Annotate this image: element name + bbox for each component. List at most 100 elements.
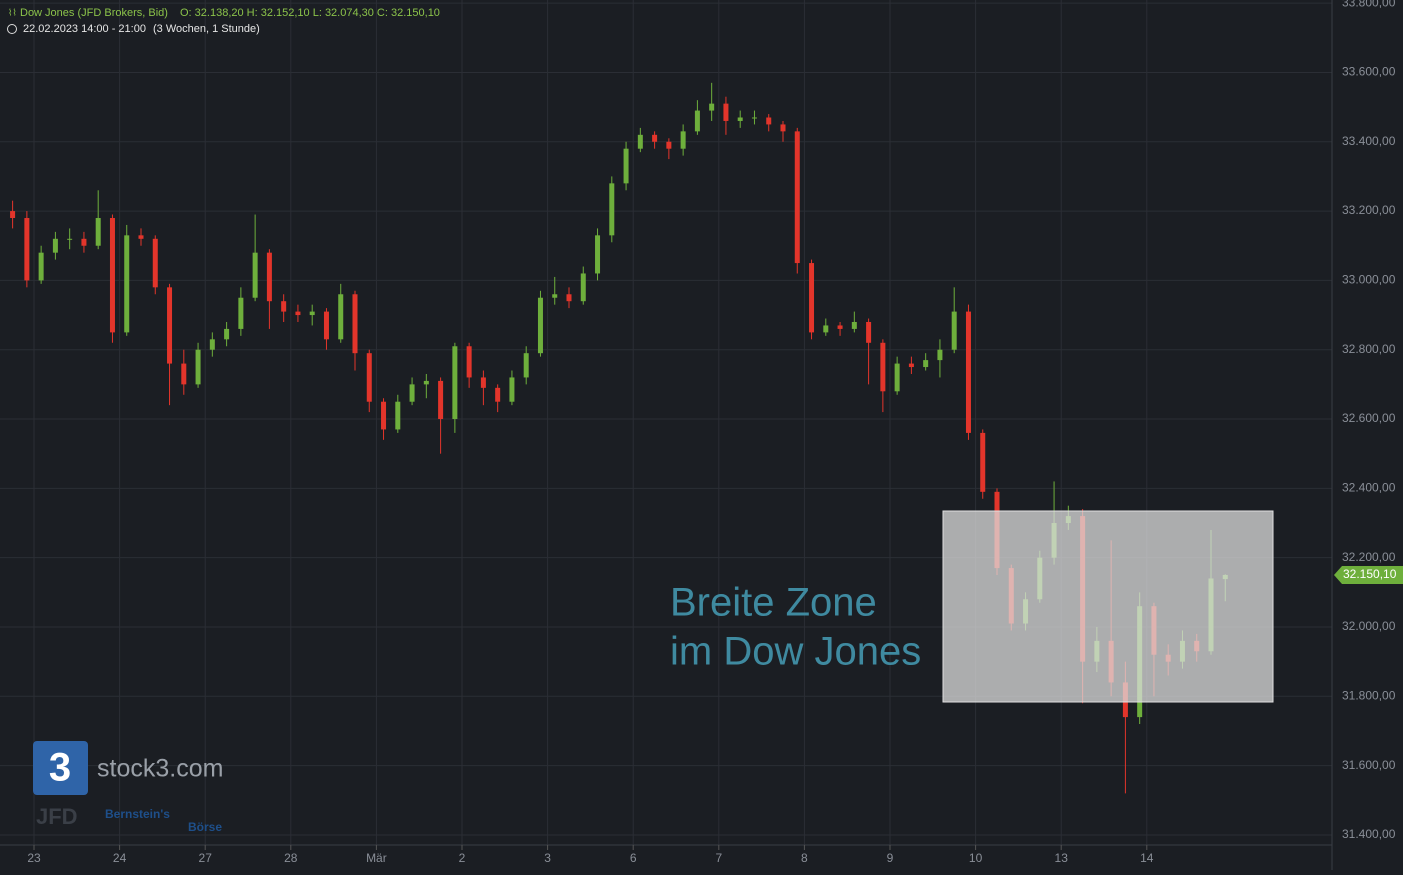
candle-body	[323, 311, 329, 340]
candle-body	[195, 349, 201, 385]
y-tick-label: 33.600,00	[1342, 65, 1396, 79]
x-tick-label: 10	[969, 851, 983, 865]
candle-body	[167, 287, 173, 364]
candle-body	[309, 311, 315, 316]
candle-body	[737, 117, 743, 121]
candle-body	[381, 401, 387, 430]
candle-body	[423, 380, 429, 385]
y-tick-label: 32.400,00	[1342, 481, 1396, 495]
candle-body	[580, 273, 586, 302]
candle-body	[495, 387, 501, 402]
candle-body	[637, 134, 643, 149]
candle-body	[95, 218, 101, 246]
candle-body	[452, 346, 458, 420]
axes: 31.400,00 31.600,00 31.800,00 32.000,00 32.2…	[27, 0, 1403, 865]
candle-body	[566, 294, 572, 302]
candle-body	[709, 103, 715, 111]
subtitle: 22.02.2023 14:00 - 21:00	[23, 23, 146, 35]
x-tick-label: 8	[801, 851, 808, 865]
candle-body	[138, 235, 144, 239]
candle-body	[823, 325, 829, 333]
grid	[0, 0, 1332, 845]
y-tick-label: 31.600,00	[1342, 758, 1396, 772]
candle-body	[552, 294, 558, 298]
candle-body	[252, 252, 258, 298]
candle-body	[124, 235, 130, 333]
logo-box	[33, 741, 88, 795]
candle-body	[894, 363, 900, 392]
x-tick-label: 2	[459, 851, 466, 865]
candle-body	[980, 432, 986, 492]
y-tick-label: 32.000,00	[1342, 619, 1396, 633]
site: stock3.com	[97, 755, 223, 783]
candle-body	[366, 353, 372, 402]
candle-body	[965, 311, 971, 433]
candle-body	[780, 124, 786, 132]
candle-body	[509, 377, 515, 402]
icon: ⌇⌇	[8, 7, 17, 17]
candle-body	[338, 294, 344, 340]
candle-body	[652, 134, 658, 142]
x-tick-label: 9	[887, 851, 894, 865]
y-tick-label: 32.200,00	[1342, 550, 1396, 564]
last-price-tag	[1334, 565, 1403, 584]
candle-body	[866, 321, 872, 343]
candle-body	[694, 110, 700, 132]
candle-body	[52, 238, 58, 253]
candle-body	[680, 131, 686, 149]
candle-body	[109, 218, 115, 333]
candle-body	[409, 384, 415, 402]
candle-body	[480, 377, 486, 388]
candle-body	[794, 131, 800, 264]
candle-body	[723, 103, 729, 121]
candle-body	[908, 363, 914, 368]
candle-body	[523, 353, 529, 378]
candle-body	[751, 117, 757, 119]
candle-body	[880, 342, 886, 392]
x-tick-label: 23	[27, 851, 41, 865]
logo: 3	[49, 746, 71, 790]
y-tick-label: 31.400,00	[1342, 827, 1396, 841]
candle-body	[466, 346, 472, 378]
candle-body	[10, 211, 16, 219]
candle-body	[609, 183, 615, 236]
quote: O: 32.138,20 H: 32.152,10 L: 32.074,30 C…	[180, 7, 440, 19]
candle-body	[766, 117, 772, 125]
broker: JFD	[36, 804, 78, 829]
x-tick-label: 13	[1055, 851, 1069, 865]
candle-body	[352, 294, 358, 354]
x-tick-label: 6	[630, 851, 637, 865]
x-tick-label: Mär	[366, 851, 387, 865]
candle-body	[181, 363, 187, 385]
y-tick-label: 33.400,00	[1342, 134, 1396, 148]
candle-body	[851, 321, 857, 329]
annotation: Breite Zone	[670, 581, 877, 625]
annotation: im Dow Jones	[670, 630, 921, 674]
candle-body	[837, 325, 843, 329]
candle-body	[937, 349, 943, 361]
x-tick-label: 24	[113, 851, 127, 865]
chart-title: Dow Jones (JFD Brokers, Bid)	[20, 7, 168, 19]
candle-body	[24, 218, 30, 281]
x-tick-label: 7	[715, 851, 722, 865]
candle-body	[38, 252, 44, 281]
candle-body	[238, 297, 244, 329]
y-tick-label: 33.200,00	[1342, 203, 1396, 217]
candle-body	[224, 328, 230, 340]
candle-body	[266, 252, 272, 302]
y-tick-label: 32.600,00	[1342, 411, 1396, 425]
y-tick-label: 33.000,00	[1342, 273, 1396, 287]
candle-body	[152, 238, 158, 288]
candle-body	[809, 263, 815, 333]
candle-body	[67, 238, 73, 240]
candle-body	[395, 401, 401, 430]
candle-body	[923, 360, 929, 368]
x-tick-label: 28	[284, 851, 298, 865]
candle-body	[951, 311, 957, 350]
x-tick-label: 27	[199, 851, 213, 865]
candle-body	[281, 301, 287, 312]
candle-body	[438, 380, 444, 420]
